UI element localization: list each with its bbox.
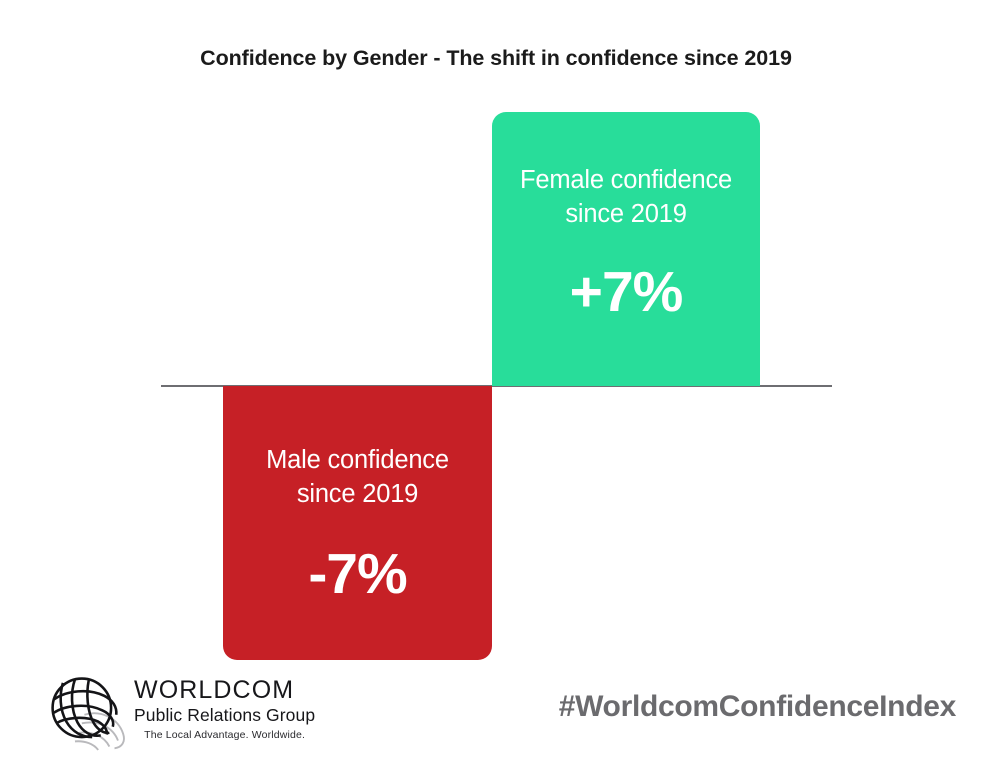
logo-subtitle: Public Relations Group — [134, 705, 316, 726]
bar-male-label: Male confidence since 2019 — [266, 446, 449, 508]
chart-title: Confidence by Gender - The shift in conf… — [200, 46, 792, 70]
campaign-hashtag: #WorldcomConfidenceIndex — [558, 690, 957, 723]
footer: WORLDCOM Public Relations Group The Loca… — [0, 662, 992, 777]
bar-female-label: Female confidence since 2019 — [519, 166, 733, 228]
logo-tagline: The Local Advantage. Worldwide. — [144, 728, 306, 741]
globe-sphere-icon — [44, 670, 130, 756]
logo-wordmark: WORLDCOM Public Relations Group The Loca… — [134, 677, 315, 749]
bar-male-value: -7% — [308, 541, 407, 606]
bar-female-value: +7% — [569, 259, 684, 324]
bar-male-confidence: Male confidence since 2019 -7% — [223, 386, 492, 660]
logo-name: WORLDCOM — [134, 676, 295, 705]
chart-plot-area: Female confidence since 2019 +7% Male co… — [161, 112, 832, 660]
bar-female-confidence: Female confidence since 2019 +7% — [492, 112, 760, 386]
worldcom-logo: WORLDCOM Public Relations Group The Loca… — [44, 670, 315, 756]
